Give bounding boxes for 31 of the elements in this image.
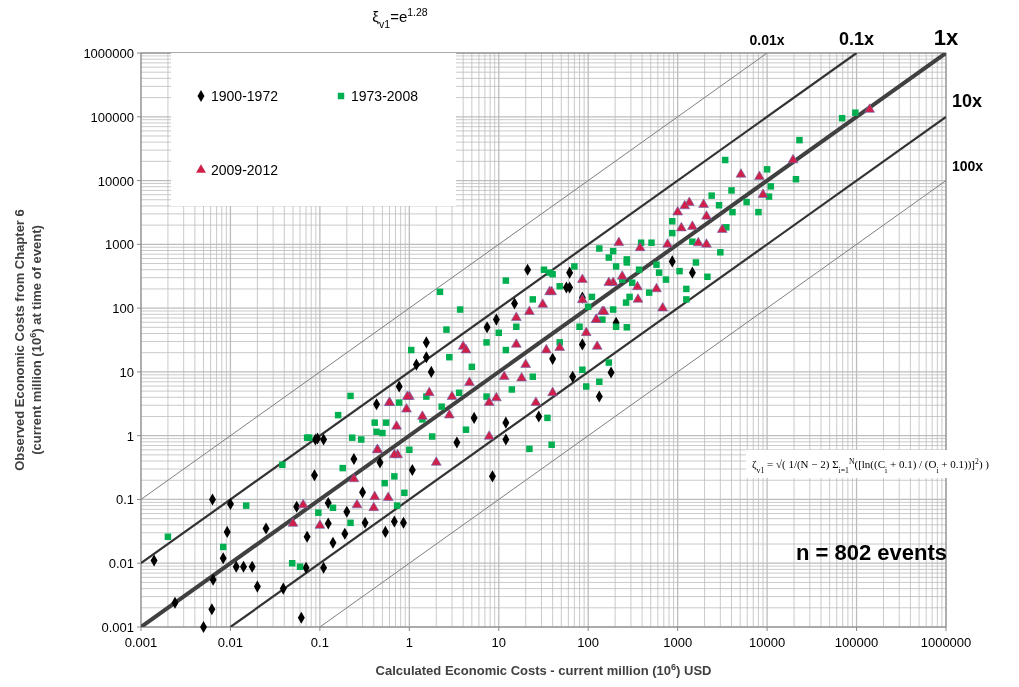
x-tick-label: 100 (577, 635, 600, 650)
x-tick-label: 10 (491, 635, 507, 650)
series-label: 100x (952, 157, 984, 174)
legend-label: 1900-1972 (211, 88, 279, 104)
legend-label: 1973-2008 (351, 88, 419, 104)
annotation: n = 802 events (796, 540, 948, 565)
legend-label: 2009-2012 (211, 162, 279, 178)
y-tick-label: 0.01 (108, 556, 134, 572)
y-tick-label: 10000 (97, 173, 134, 189)
y-tick-label: 1000000 (83, 46, 134, 61)
series-label: 0.01x (749, 32, 785, 48)
x-tick-label: 100000 (834, 635, 879, 650)
x-tick-label: 0.1 (310, 635, 329, 650)
y-tick-label: 100000 (90, 109, 134, 125)
y-tick-label: 0.1 (115, 492, 134, 508)
y-tick-label: 10 (119, 364, 134, 380)
x-tick-label: 10000 (749, 635, 786, 650)
x-tick-label: 0.01 (217, 635, 244, 650)
y-tick-label: 1000 (105, 237, 134, 253)
x-tick-label: 1000000 (920, 635, 972, 650)
series-label: 1x (933, 25, 959, 50)
y-tick-label: 100 (112, 301, 134, 317)
text: ξ$_{v1}$=e$^{1.28}$ (372, 6, 428, 30)
x-tick-label: 1 (405, 635, 413, 650)
x-tick-label: 1000 (663, 635, 693, 650)
text: ζ$_{v1}$ = √( 1/(N − 2) Σ$_{i=1}$$^{N}$([ln((C$_{i}$ + 0.1) / (O$_{i}$ + 0.1))]$^{2}$) ) (752, 456, 989, 475)
y-tick-label: 0.001 (101, 620, 134, 635)
y-tick-label: 1 (126, 428, 134, 444)
series-label: 0.1x (839, 29, 875, 49)
series-label: 10x (952, 90, 983, 111)
x-axis-title: Calculated Economic Costs - current million (10$^{6}$) USD (375, 662, 712, 678)
